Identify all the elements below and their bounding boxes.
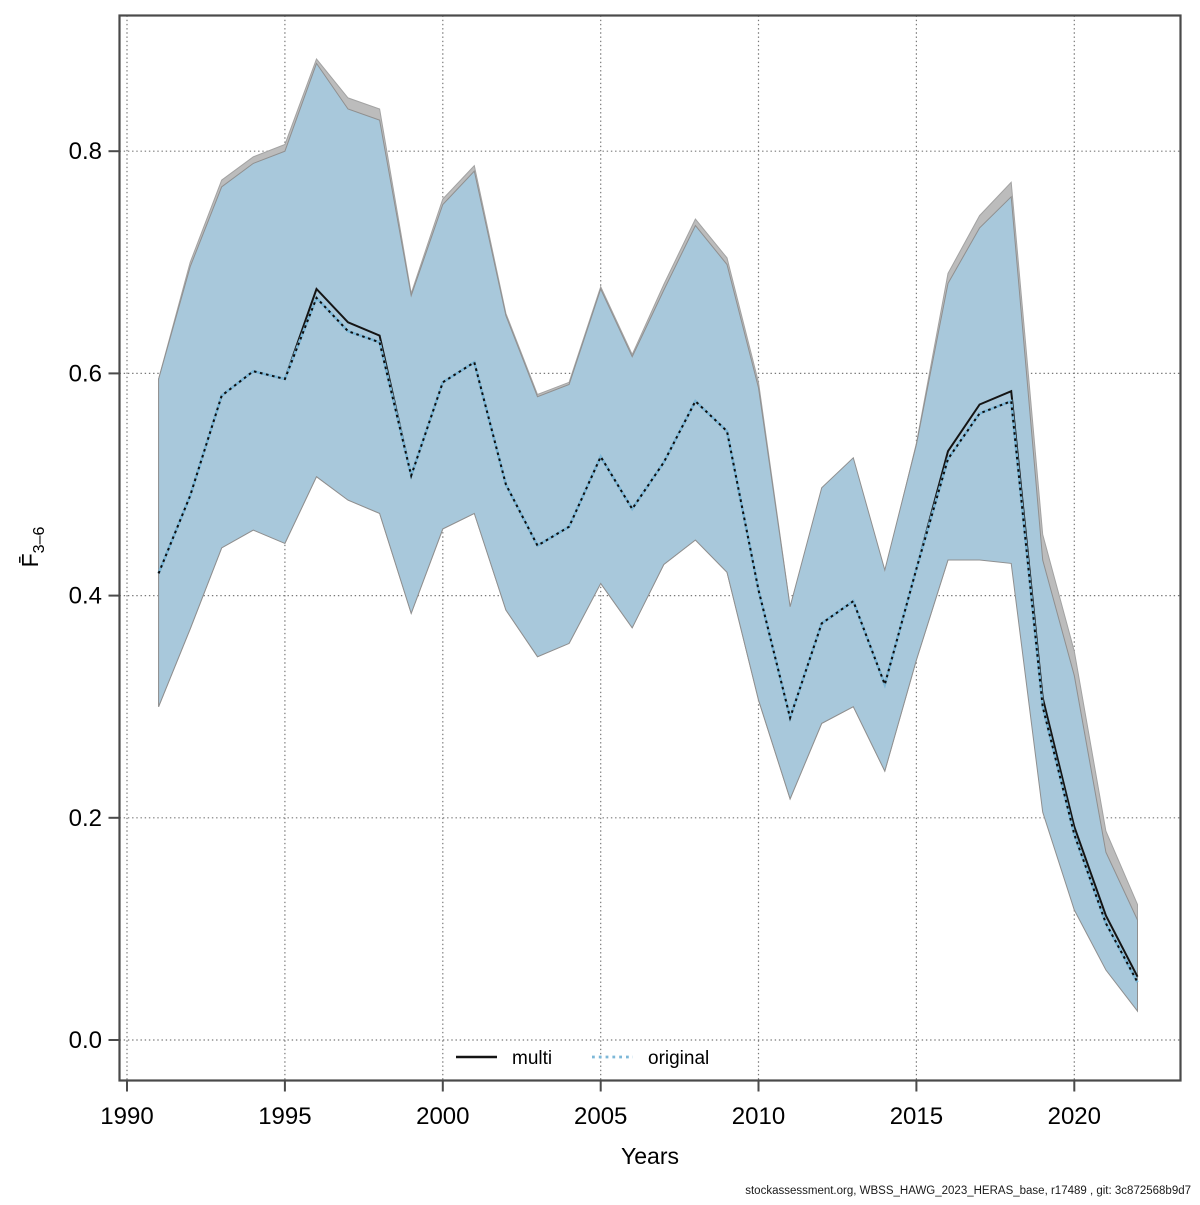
y-tick-label: 0.4: [69, 583, 102, 610]
x-tick-label: 1995: [258, 1103, 311, 1130]
y-axis-title-subscript: 3–6: [31, 527, 48, 554]
x-tick-label: 2020: [1048, 1103, 1101, 1130]
x-tick-label: 2015: [890, 1103, 943, 1130]
x-axis-title: Years: [621, 1143, 679, 1169]
x-tick-label: 2010: [732, 1103, 785, 1130]
y-tick-label: 0.8: [69, 138, 102, 165]
y-tick-label: 0.0: [69, 1027, 102, 1054]
plot-border: [118, 14, 1182, 1082]
x-tick-label: 1990: [100, 1103, 153, 1130]
legend-label-multi: multi: [512, 1048, 552, 1069]
y-tick-label: 0.6: [69, 360, 102, 387]
series-lines-layer: [157, 287, 1139, 983]
y-axis-title-base: F̄: [17, 553, 43, 567]
x-tick-label: 2005: [574, 1103, 627, 1130]
y-tick-label: 0.2: [69, 805, 102, 832]
confidence-band-original: [158, 62, 1138, 1013]
legend: multi original: [456, 1048, 709, 1069]
footer-credit: stockassessment.org, WBSS_HAWG_2023_HERA…: [745, 1185, 1191, 1197]
axes-layer: 1990 1995 2000 2005 2010 2015 2020 0.0 0.2 0.4 0.6…: [69, 138, 1101, 1130]
x-tick-label: 2000: [416, 1103, 469, 1130]
y-axis-title: F̄3–6: [17, 527, 48, 568]
confidence-bands-layer: [158, 58, 1138, 1013]
legend-label-original: original: [648, 1048, 709, 1069]
original-line-dotted: [157, 296, 1139, 983]
